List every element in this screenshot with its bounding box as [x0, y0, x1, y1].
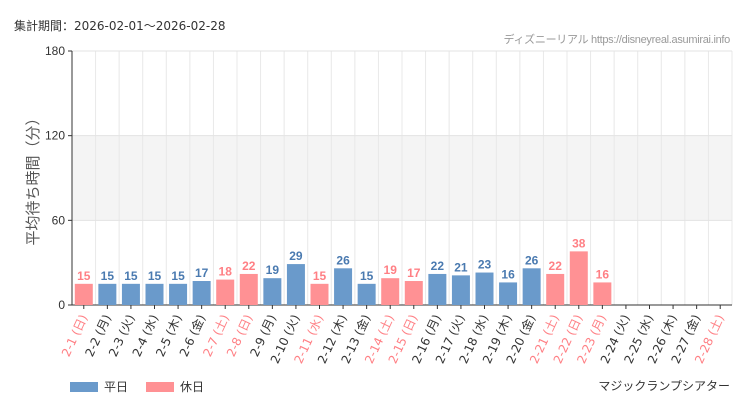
data-label: 26	[525, 253, 539, 267]
bar	[169, 283, 188, 305]
data-label: 17	[195, 266, 209, 280]
bar	[475, 272, 494, 305]
data-label: 15	[101, 269, 115, 283]
legend-label: 平日	[104, 380, 129, 394]
data-label: 18	[219, 265, 233, 279]
bar	[98, 283, 117, 305]
bar	[428, 273, 447, 305]
venue-label: マジックランプシアター	[598, 379, 730, 393]
bar	[286, 264, 305, 305]
bar	[569, 251, 588, 305]
legend-swatch	[70, 381, 98, 392]
bar	[192, 281, 211, 305]
data-label: 16	[501, 267, 515, 281]
bar	[145, 283, 164, 305]
y-tick-label: 180	[45, 44, 65, 58]
y-tick-label: 120	[45, 129, 65, 143]
legend-label: 休日	[180, 380, 205, 394]
data-label: 15	[360, 269, 374, 283]
data-label: 23	[478, 258, 492, 272]
data-label: 19	[266, 263, 280, 277]
y-tick-label: 60	[52, 213, 66, 227]
data-label: 19	[384, 263, 398, 277]
data-label: 15	[124, 269, 138, 283]
bar	[216, 279, 235, 305]
bar	[451, 275, 470, 305]
bar	[593, 282, 612, 305]
data-label: 15	[148, 269, 162, 283]
data-label: 38	[572, 236, 586, 250]
bar	[263, 278, 282, 305]
bar	[546, 273, 565, 305]
data-label: 16	[596, 267, 610, 281]
data-label: 22	[549, 259, 563, 273]
legend: 平日 休日	[70, 378, 204, 395]
data-label: 29	[289, 249, 303, 263]
data-label: 15	[77, 269, 91, 283]
bar	[121, 283, 140, 305]
credit-label: ディズニーリアル https://disneyreal.asumirai.inf…	[503, 34, 731, 46]
data-label: 22	[242, 259, 256, 273]
period-label: 集計期間：2026-02-01～2026-02-28	[14, 19, 226, 33]
y-tick-label: 0	[58, 298, 65, 312]
bar	[499, 282, 518, 305]
data-label: 15	[313, 269, 327, 283]
y-axis-title: 平均待ち時間（分）	[24, 110, 42, 245]
bar	[239, 273, 258, 305]
data-label: 17	[407, 266, 421, 280]
bar	[310, 283, 329, 305]
bar	[522, 268, 541, 305]
bar	[357, 283, 376, 305]
data-label: 15	[171, 269, 185, 283]
data-label: 22	[431, 259, 445, 273]
bar	[381, 278, 400, 305]
legend-holiday: 休日	[146, 378, 204, 395]
bar	[74, 283, 93, 305]
bar	[334, 268, 353, 305]
legend-swatch	[146, 381, 175, 392]
data-label: 21	[454, 260, 468, 274]
data-label: 26	[336, 253, 350, 267]
bar	[404, 281, 423, 305]
legend-weekday: 平日	[70, 378, 128, 395]
